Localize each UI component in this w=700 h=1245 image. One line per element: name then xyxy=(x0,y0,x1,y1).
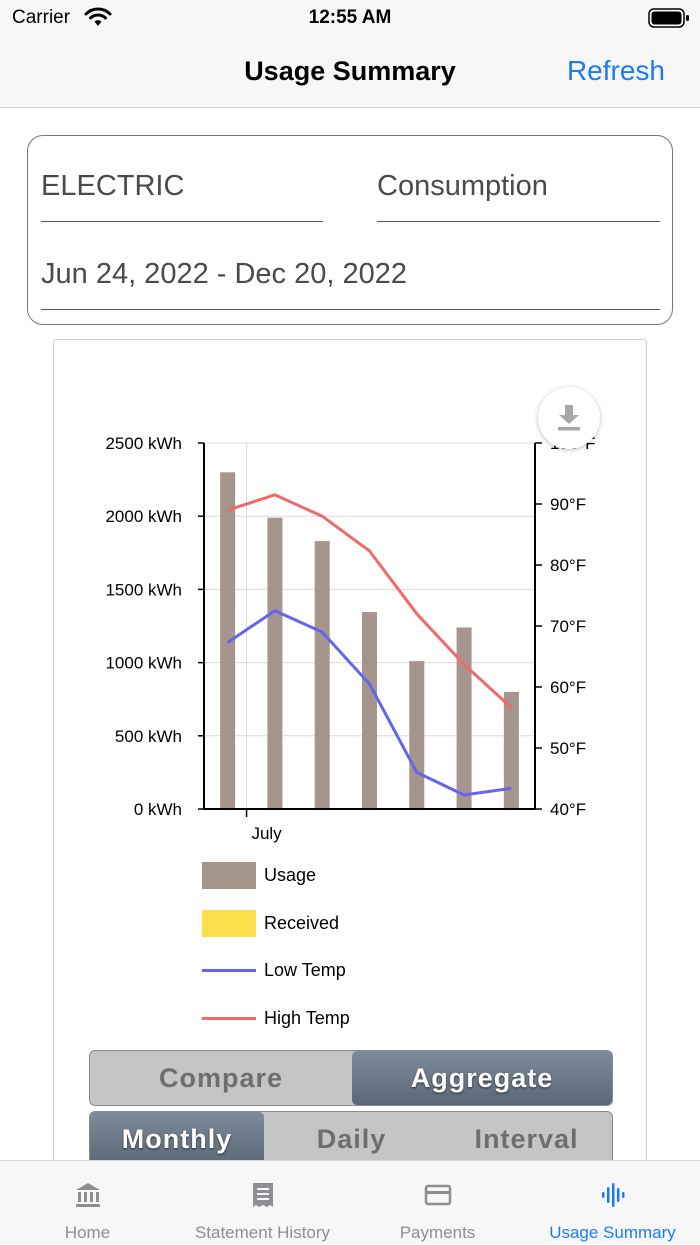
date-range-field[interactable]: Jun 24, 2022 - Dec 20, 2022 xyxy=(41,258,660,310)
status-time: 12:55 AM xyxy=(308,7,392,28)
metric-select[interactable]: Consumption xyxy=(377,170,660,222)
battery-icon xyxy=(648,8,689,28)
refresh-button[interactable]: Refresh xyxy=(566,55,665,86)
legend-usage-label: Usage xyxy=(264,865,317,885)
y-right-tick-label: 80°F xyxy=(550,556,586,575)
tab-statement-history-label: Statement History xyxy=(194,1223,331,1242)
view-toggle: Compare Aggregate xyxy=(89,1050,613,1106)
tab-statement-history[interactable]: Statement History xyxy=(175,1161,350,1245)
bar-usage xyxy=(267,517,283,809)
y-left-tick-label: 500 kWh xyxy=(115,727,182,746)
legend-received-label: Received xyxy=(264,913,340,933)
y-left-tick-label: 0 kWh xyxy=(134,800,182,819)
aggregate-toggle-button[interactable]: Aggregate xyxy=(352,1051,612,1105)
filter-card: ELECTRIC Consumption Jun 24, 2022 - Dec … xyxy=(27,135,673,325)
chart-card: 0 kWh 500 kWh 1000 kWh 1500 kWh 2000 kWh 2500… xyxy=(53,339,647,1219)
tab-payments[interactable]: Payments xyxy=(350,1161,525,1245)
tab-payments-label: Payments xyxy=(399,1223,476,1242)
y-left-tick-label: 1000 kWh xyxy=(105,654,182,673)
y-right-tick-label: 70°F xyxy=(550,617,586,636)
compare-toggle-button[interactable]: Compare xyxy=(158,1063,284,1093)
bar-usage xyxy=(409,661,425,809)
legend-received-swatch xyxy=(202,910,256,937)
bank-icon xyxy=(76,1183,100,1207)
wifi-icon xyxy=(84,7,112,26)
interval-toggle-button[interactable]: Interval xyxy=(474,1124,579,1154)
y-right-tick-label: 40°F xyxy=(550,800,586,819)
tab-home[interactable]: Home xyxy=(0,1161,175,1245)
line-high-temp xyxy=(227,493,513,709)
bar-usage xyxy=(362,612,377,809)
legend-low-temp-line xyxy=(202,969,256,972)
legend-low-temp-label: Low Temp xyxy=(264,960,346,980)
legend-usage-swatch xyxy=(202,862,256,889)
interval-toggle: Monthly Daily Interval xyxy=(89,1111,613,1167)
monthly-toggle-button[interactable]: Monthly xyxy=(90,1112,264,1166)
bar-usage xyxy=(456,627,472,809)
y-left-tick-label: 2500 kWh xyxy=(105,434,182,453)
receipt-icon xyxy=(253,1183,273,1207)
x-tick-label: July xyxy=(251,824,282,843)
tab-usage-summary-label: Usage Summary xyxy=(549,1223,676,1242)
y-right-tick-label: 50°F xyxy=(550,739,586,758)
y-right-tick-label: 60°F xyxy=(550,678,586,697)
daily-toggle-button[interactable]: Daily xyxy=(316,1124,387,1154)
download-chart-button[interactable] xyxy=(538,387,600,449)
legend-high-temp-line xyxy=(202,1017,256,1020)
bar-usage xyxy=(314,541,330,809)
status-bar: Carrier 12:55 AM xyxy=(0,0,700,36)
y-left-tick-label: 1500 kWh xyxy=(105,580,182,599)
credit-card-icon xyxy=(424,1184,452,1206)
nav-bar: Usage Summary Refresh xyxy=(0,36,700,108)
tab-home-label: Home xyxy=(64,1223,111,1242)
line-low-temp xyxy=(226,609,512,797)
usage-chart: 0 kWh 500 kWh 1000 kWh 1500 kWh 2000 kWh 2500… xyxy=(105,434,595,843)
download-icon xyxy=(558,405,580,431)
legend-high-temp-label: High Temp xyxy=(264,1008,350,1028)
carrier-label: Carrier xyxy=(12,7,71,28)
bar-usage xyxy=(220,472,236,809)
tab-bar: Home Statement History Payments Usage Su… xyxy=(0,1160,700,1244)
waveform-icon xyxy=(602,1183,625,1207)
y-left-tick-label: 2000 kWh xyxy=(105,507,182,526)
service-type-select[interactable]: ELECTRIC xyxy=(41,170,323,222)
tab-usage-summary[interactable]: Usage Summary xyxy=(525,1161,700,1245)
bar-usage xyxy=(503,691,519,809)
y-right-tick-label: 90°F xyxy=(550,495,586,514)
page-title: Usage Summary xyxy=(244,56,456,86)
